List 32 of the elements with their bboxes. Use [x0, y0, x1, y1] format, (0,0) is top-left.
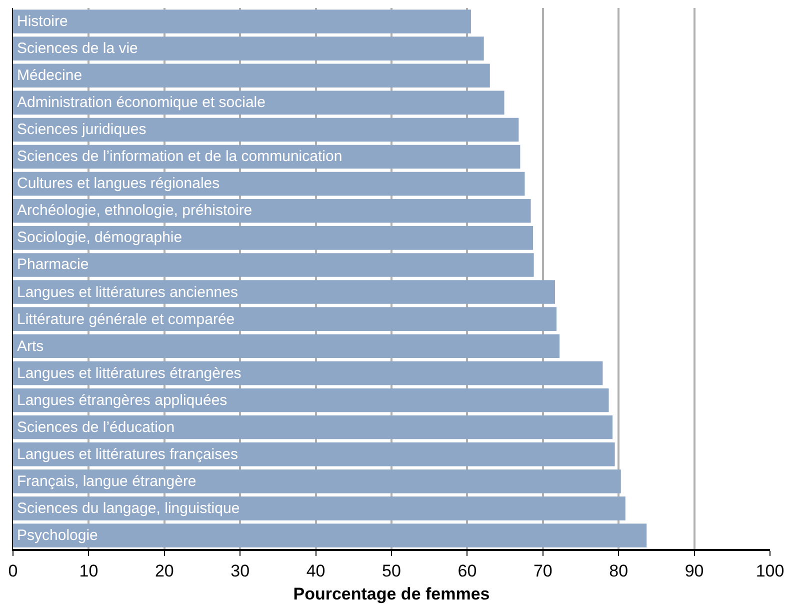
x-tick-label: 40 — [306, 561, 326, 580]
x-tick-label: 0 — [8, 561, 18, 580]
y-tick-label: Archéologie, ethnologie, préhistoire — [17, 202, 252, 219]
y-tick-label: Arts — [17, 338, 44, 355]
x-tick-label: 90 — [684, 561, 704, 580]
y-tick-label: Sciences de l’information et de la communication — [17, 148, 342, 165]
y-tick-label: Sciences du langage, linguistique — [17, 500, 240, 517]
x-tick-label: 60 — [458, 561, 477, 580]
y-tick-label: Langues et littératures anciennes — [17, 284, 238, 301]
y-tick-label: Histoire — [17, 13, 68, 30]
y-tick-label: Langues étrangères appliquées — [17, 392, 228, 409]
y-tick-label: Cultures et langues régionales — [17, 175, 220, 192]
x-tick-label: 80 — [609, 561, 628, 580]
y-tick-label: Sciences de l’éducation — [17, 419, 175, 436]
x-tick-label: 30 — [230, 561, 250, 580]
y-tick-label: Français, langue étrangère — [17, 473, 196, 490]
y-tick-label: Sciences juridiques — [17, 121, 146, 138]
x-tick-label: 10 — [79, 561, 98, 580]
y-tick-label: Médecine — [17, 67, 82, 84]
y-tick-label: Psychologie — [17, 527, 98, 544]
y-tick-label: Administration économique et sociale — [17, 94, 266, 111]
x-tick-label: 100 — [756, 561, 784, 580]
y-tick-label: Littérature générale et comparée — [17, 311, 235, 328]
y-tick-label: Langues et littératures étrangères — [17, 365, 242, 382]
x-tick-label: 20 — [154, 561, 174, 580]
y-tick-label: Sciences de la vie — [17, 40, 138, 57]
x-axis-title: Pourcentage de femmes — [293, 584, 490, 604]
y-tick-label: Pharmacie — [17, 256, 89, 273]
x-tick-label: 50 — [382, 561, 401, 580]
x-tick-label: 70 — [533, 561, 552, 580]
y-tick-label: Langues et littératures françaises — [17, 446, 238, 463]
y-tick-label: Sociologie, démographie — [17, 229, 182, 246]
